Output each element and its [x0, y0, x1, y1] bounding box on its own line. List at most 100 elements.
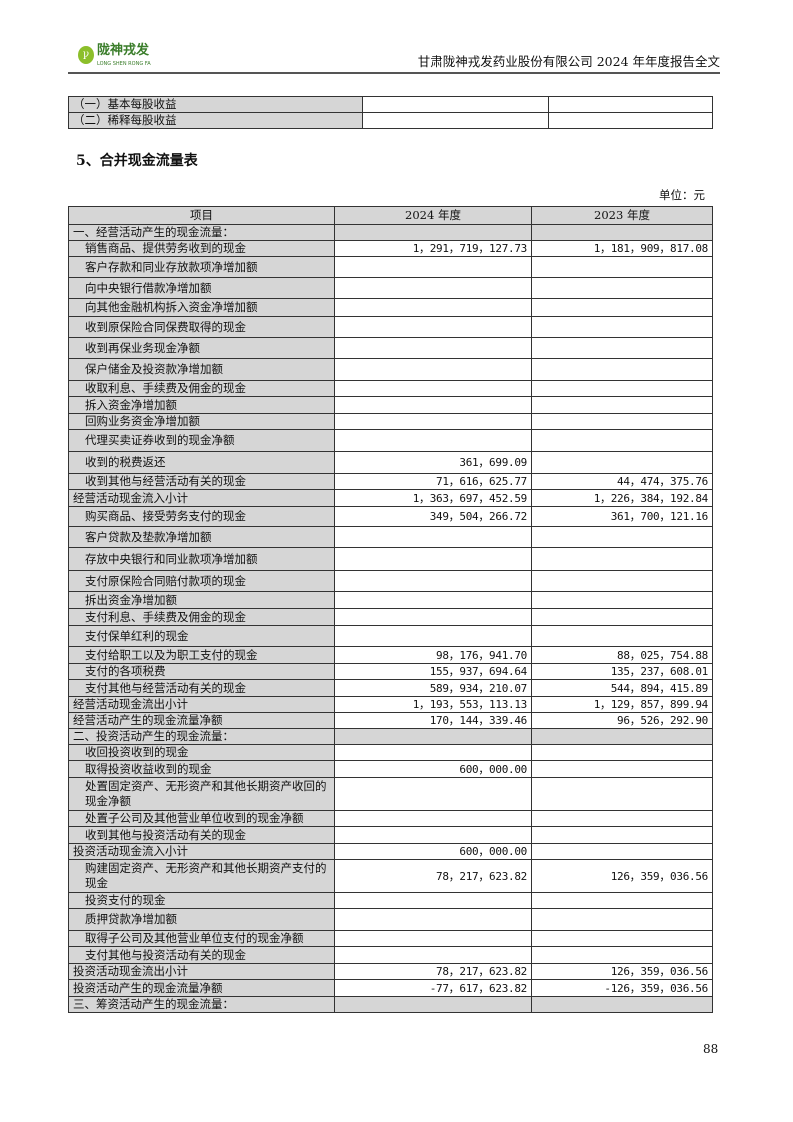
- value-2023: 544，894，415.89: [531, 679, 713, 697]
- subtotal-row: 经营活动现金流入小计 1，363，697，452.59 1，226，384，192.…: [68, 489, 713, 507]
- value-2024: [334, 256, 532, 278]
- table-row: 购买商品、接受劳务支付的现金 349，504，266.72 361，700，121.…: [68, 506, 713, 527]
- row-label: 质押贷款净增加额: [68, 908, 335, 931]
- value-2024: [334, 908, 532, 931]
- row-value: [362, 96, 549, 113]
- value-2024: [334, 429, 532, 452]
- value-2023: 1，129，857，899.94: [531, 696, 713, 713]
- unit-label: 单位：元: [659, 188, 705, 202]
- subtotal-row: 经营活动产生的现金流量净额 170，144，339.46 96，526，292.90: [68, 712, 713, 729]
- row-label: 投资活动现金流出小计: [68, 963, 335, 980]
- table-row: 收到原保险合同保费取得的现金: [68, 316, 713, 338]
- value-2023: [531, 760, 713, 778]
- row-label: 处置固定资产、无形资产和其他长期资产收回的现金净额: [68, 777, 335, 811]
- eps-row: （一）基本每股收益: [68, 96, 713, 113]
- row-label: 投资支付的现金: [68, 892, 335, 909]
- value-2024: 349，504，266.72: [334, 506, 532, 527]
- value-2024: [334, 358, 532, 381]
- row-label: 向其他金融机构拆入资金净增加额: [68, 298, 335, 317]
- section-row: 二、投资活动产生的现金流量：: [68, 728, 713, 745]
- logo-text: 陇神戎发 LONG SHEN RONG FA: [97, 42, 151, 68]
- value-2023: 88，025，754.88: [531, 646, 713, 664]
- table-row: 支付利息、手续费及佣金的现金: [68, 608, 713, 626]
- row-label: 回购业务资金净增加额: [68, 413, 335, 430]
- subtotal-row: 投资活动现金流出小计 78，217，623.82 126，359，036.56: [68, 963, 713, 980]
- value-2023: [531, 908, 713, 931]
- table-row: 客户存款和同业存放款项净增加额: [68, 256, 713, 278]
- table-row: 向中央银行借款净增加额: [68, 277, 713, 299]
- row-value: [548, 112, 713, 129]
- row-label: 支付的各项税费: [68, 663, 335, 680]
- value-2024: [334, 892, 532, 909]
- value-2023: [531, 996, 713, 1013]
- report-title: 甘肃陇神戎发药业股份有限公司 2024 年年度报告全文: [417, 54, 720, 69]
- row-label: 拆出资金净增加额: [68, 591, 335, 609]
- value-2024: 600，000.00: [334, 760, 532, 778]
- row-label: 购买商品、接受劳务支付的现金: [68, 506, 335, 527]
- column-header-item: 项目: [68, 206, 335, 225]
- row-label: 投资活动产生的现金流量净额: [68, 979, 335, 997]
- value-2023: [531, 256, 713, 278]
- value-2024: 1，193，553，113.13: [334, 696, 532, 713]
- value-2024: [334, 337, 532, 359]
- value-2023: 135，237，608.01: [531, 663, 713, 680]
- cashflow-table: 项目 2024 年度 2023 年度 一、经营活动产生的现金流量： 销售商品、提供…: [68, 206, 713, 1013]
- value-2024: 78，217，623.82: [334, 963, 532, 980]
- row-label: 支付其他与投资活动有关的现金: [68, 946, 335, 964]
- column-header-2024: 2024 年度: [334, 206, 532, 225]
- table-row: 支付其他与经营活动有关的现金 589，934，210.07 544，894，415.…: [68, 679, 713, 697]
- value-2023: [531, 826, 713, 844]
- table-row: 客户贷款及垫款净增加额: [68, 526, 713, 548]
- value-2023: [531, 777, 713, 811]
- value-2023: [531, 451, 713, 474]
- row-label: 二、投资活动产生的现金流量：: [68, 728, 335, 745]
- value-2024: 98，176，941.70: [334, 646, 532, 664]
- table-row: 支付给职工以及为职工支付的现金 98，176，941.70 88，025，754.8…: [68, 646, 713, 664]
- row-label: 保户储金及投资款净增加额: [68, 358, 335, 381]
- row-label: 支付保单红利的现金: [68, 625, 335, 647]
- value-2023: [531, 413, 713, 430]
- table-row: 保户储金及投资款净增加额: [68, 358, 713, 381]
- logo-en: LONG SHEN RONG FA: [97, 61, 151, 67]
- value-2023: [531, 547, 713, 571]
- row-label: 收到原保险合同保费取得的现金: [68, 316, 335, 338]
- section-row: 一、经营活动产生的现金流量：: [68, 224, 713, 241]
- row-label: 收到其他与投资活动有关的现金: [68, 826, 335, 844]
- row-label: 客户贷款及垫款净增加额: [68, 526, 335, 548]
- value-2023: 1，181，909，817.08: [531, 240, 713, 257]
- value-2024: [334, 570, 532, 592]
- value-2024: [334, 413, 532, 430]
- row-label: 支付给职工以及为职工支付的现金: [68, 646, 335, 664]
- value-2023: 1，226，384，192.84: [531, 489, 713, 507]
- value-2024: [334, 728, 532, 745]
- value-2024: 1，363，697，452.59: [334, 489, 532, 507]
- value-2023: 126，359，036.56: [531, 963, 713, 980]
- row-label: 三、筹资活动产生的现金流量：: [68, 996, 335, 1013]
- value-2024: [334, 224, 532, 241]
- row-label: 经营活动现金流入小计: [68, 489, 335, 507]
- section-title: 5、合并现金流量表: [76, 153, 198, 169]
- value-2023: [531, 358, 713, 381]
- table-row: 支付保单红利的现金: [68, 625, 713, 647]
- value-2024: 361，699.09: [334, 451, 532, 474]
- row-label: 取得子公司及其他营业单位支付的现金净额: [68, 930, 335, 947]
- row-label: 投资活动现金流入小计: [68, 843, 335, 860]
- table-row: 拆出资金净增加额: [68, 591, 713, 609]
- eps-row: （二）稀释每股收益: [68, 112, 713, 129]
- value-2023: [531, 591, 713, 609]
- value-2024: [334, 380, 532, 397]
- value-2024: 78，217，623.82: [334, 859, 532, 893]
- row-label: 收到其他与经营活动有关的现金: [68, 473, 335, 490]
- row-label: 收取利息、手续费及佣金的现金: [68, 380, 335, 397]
- value-2023: [531, 930, 713, 947]
- row-label: 收到再保业务现金净额: [68, 337, 335, 359]
- row-label: 经营活动产生的现金流量净额: [68, 712, 335, 729]
- value-2023: [531, 625, 713, 647]
- table-row: 存放中央银行和同业款项净增加额: [68, 547, 713, 571]
- value-2024: [334, 608, 532, 626]
- value-2023: [531, 570, 713, 592]
- page-header: ꝩ 陇神戎发 LONG SHEN RONG FA 甘肃陇神戎发药业股份有限公司 …: [68, 40, 720, 74]
- value-2024: [334, 826, 532, 844]
- table-row: 销售商品、提供劳务收到的现金 1，291，719，127.73 1，181，909，…: [68, 240, 713, 257]
- value-2024: [334, 526, 532, 548]
